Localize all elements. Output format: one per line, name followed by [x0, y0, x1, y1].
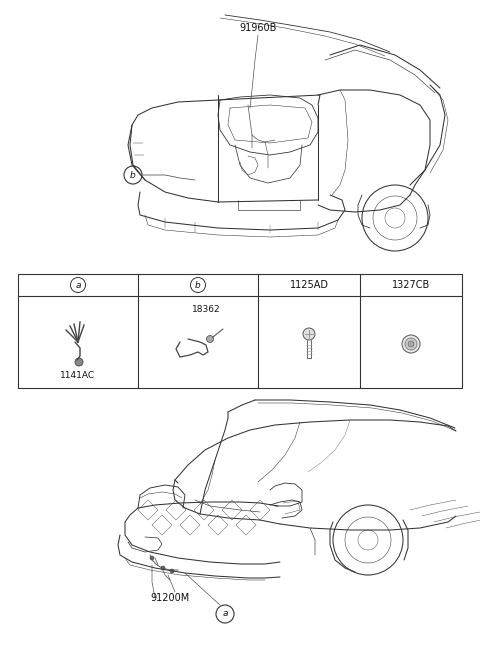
Circle shape [303, 328, 315, 340]
Bar [18, 274, 462, 388]
Circle shape [402, 335, 420, 353]
Text: b: b [130, 171, 136, 180]
Text: 18362: 18362 [192, 306, 220, 314]
Text: 1327CB: 1327CB [392, 280, 430, 290]
Circle shape [75, 358, 83, 366]
Circle shape [150, 556, 154, 560]
Text: b: b [195, 281, 201, 289]
Text: a: a [222, 609, 228, 619]
Text: 91200M: 91200M [150, 593, 190, 603]
Text: a: a [75, 281, 81, 289]
Text: 91960B: 91960B [240, 23, 276, 33]
Circle shape [170, 569, 174, 573]
Text: 1141AC: 1141AC [60, 371, 96, 380]
Circle shape [405, 338, 417, 350]
Text: 1125AD: 1125AD [289, 280, 328, 290]
Circle shape [408, 341, 414, 347]
Circle shape [206, 335, 214, 342]
Circle shape [161, 566, 165, 570]
